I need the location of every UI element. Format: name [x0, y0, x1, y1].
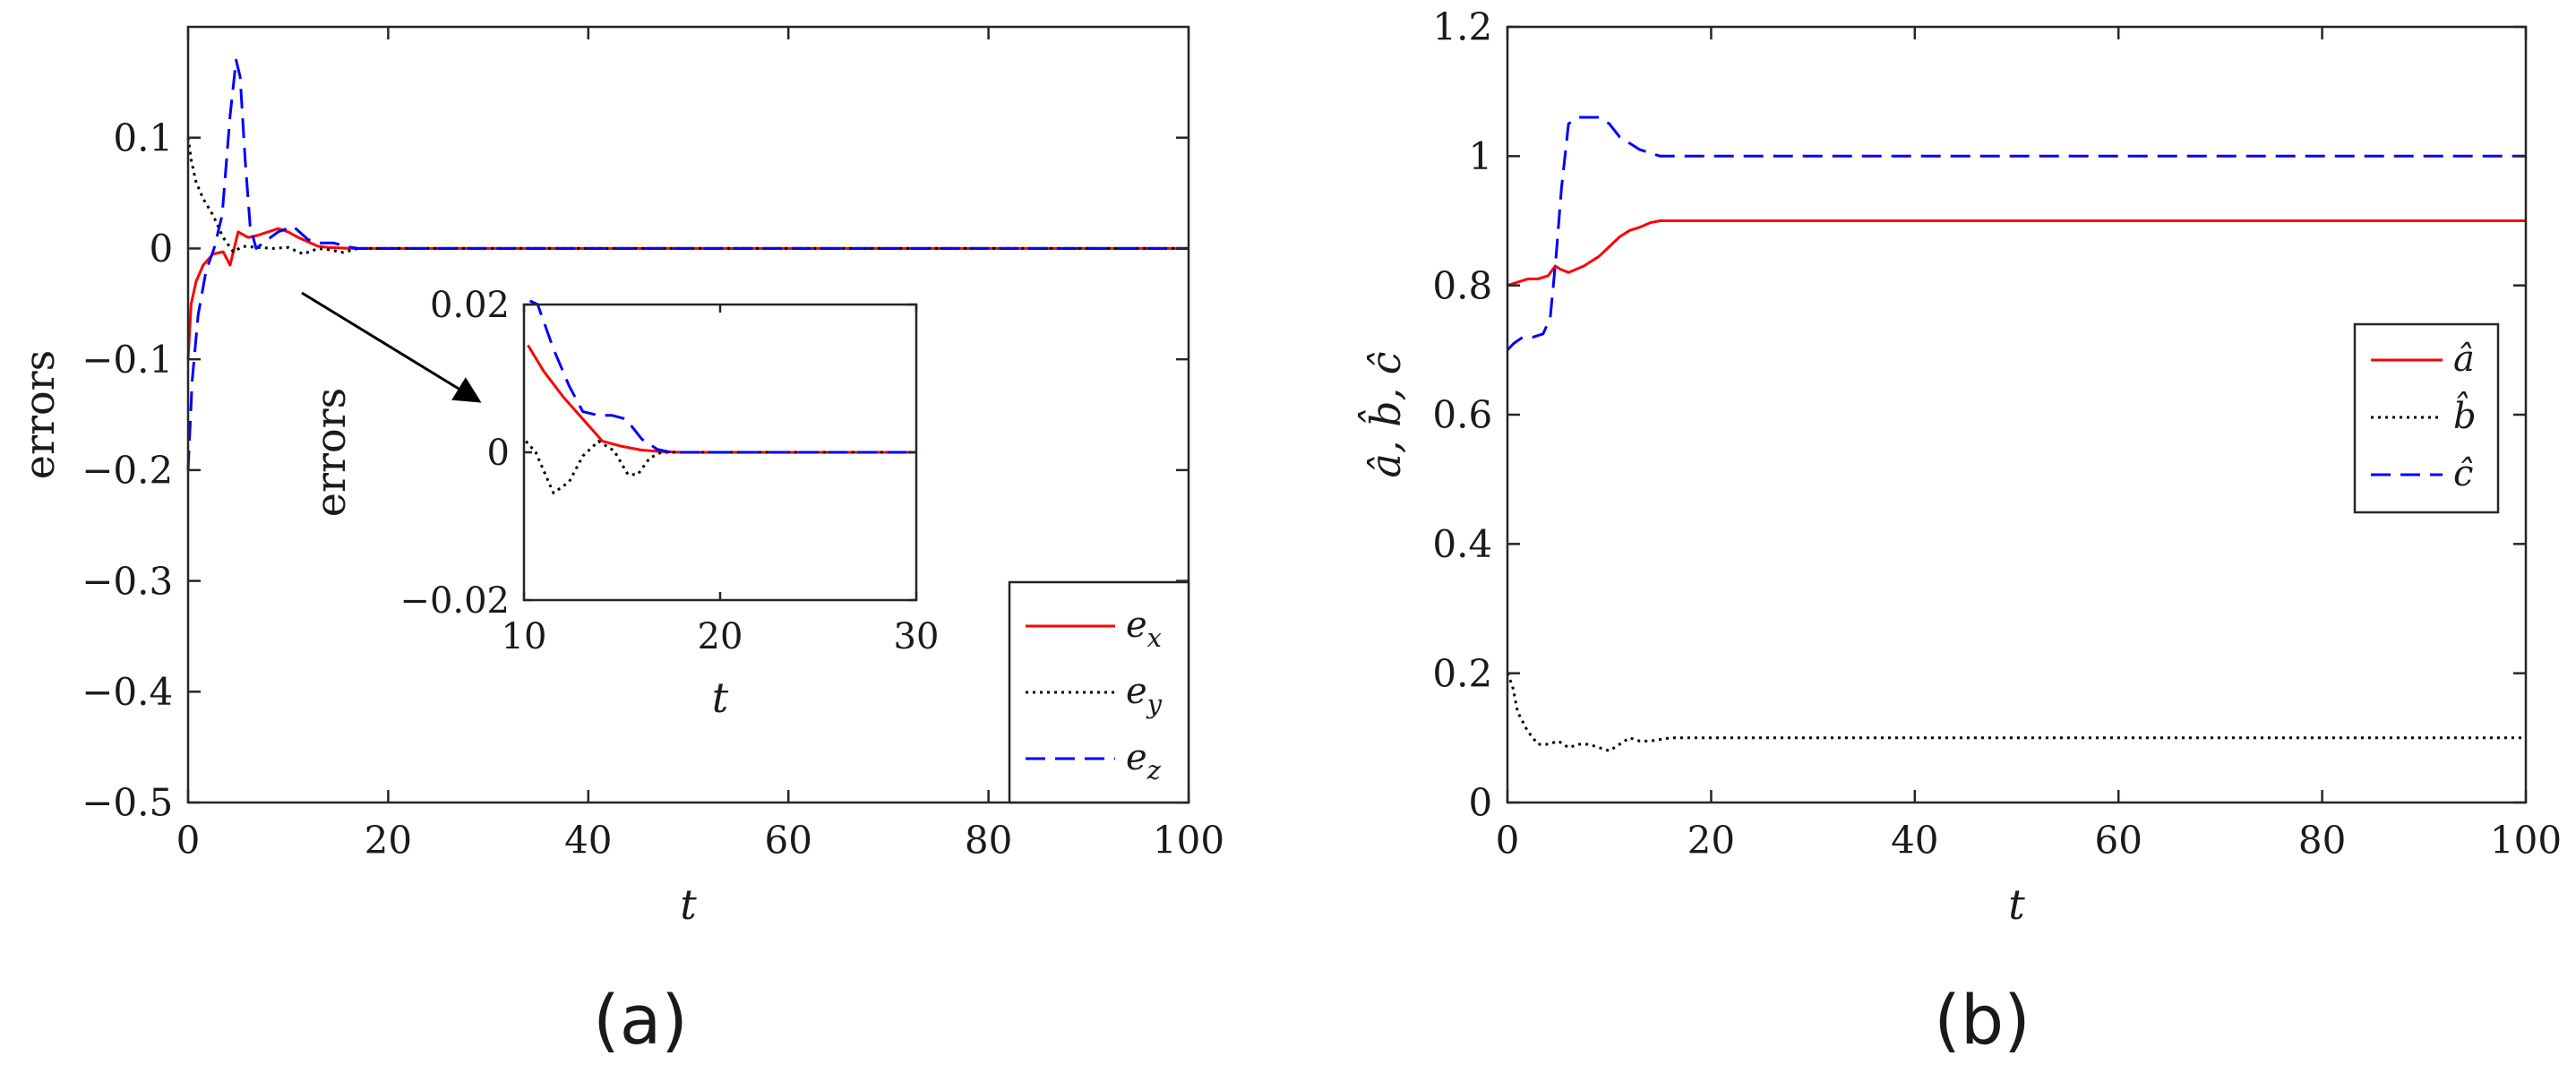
- x-axis-label: t: [680, 880, 697, 929]
- y-axis-label: errors: [306, 388, 355, 518]
- legend-entry: ex: [1126, 605, 1162, 653]
- panel-a: 0 20 40 60 80 1000.10−0.1−0.2−0.3−0.4−0.5terr…: [15, 25, 1224, 929]
- y-tick-label: 1: [1468, 134, 1492, 178]
- x-tick-label: 0: [176, 819, 201, 863]
- panel-b: 0 20 40 60 80 100 0 0.2 0.4 0.6 0.8 1 1.2 t â, b̂, ĉ âb…: [1357, 5, 2562, 929]
- legend-entry: â: [2453, 339, 2475, 380]
- legend-entry: ey: [1126, 671, 1163, 719]
- x-tick-label: 80: [965, 819, 1012, 863]
- x-tick-label: 40: [564, 819, 612, 863]
- series-line-e_z-2: [186, 58, 1189, 470]
- y-axis-label: â, b̂, ĉ: [1357, 351, 1410, 477]
- x-tick-label: 20: [1687, 819, 1735, 863]
- y-tick-label: 0.4: [1432, 522, 1492, 566]
- x-tick-label: 100: [2490, 819, 2562, 863]
- series-line-e_y-1: [186, 137, 1189, 256]
- x-tick-label: 100: [1153, 819, 1224, 863]
- y-tick-label: 0.6: [1432, 393, 1492, 437]
- y-tick-label: −0.5: [82, 781, 173, 825]
- y-tick-label: 0.2: [1432, 651, 1492, 695]
- y-tick-label: −0.3: [82, 559, 173, 603]
- plot-frame: [186, 25, 1190, 804]
- legend-entry: ĉ: [2453, 453, 2473, 494]
- series-line--0: [1507, 219, 2526, 288]
- y-tick-label: 0.8: [1432, 263, 1492, 307]
- x-tick-label: 20: [365, 819, 412, 863]
- x-tick-label: 30: [894, 616, 940, 657]
- series-line-e_z-2: [528, 299, 916, 454]
- panel-a-inset: 10 20 30 0.02 0 −0.02 t errors: [306, 285, 939, 722]
- sub-label-b: (b): [1934, 980, 2031, 1060]
- x-tick-label: 0: [1496, 819, 1520, 863]
- y-tick-label: −0.2: [82, 449, 173, 493]
- series-line-e_x-0: [527, 344, 916, 454]
- series-line--2: [1506, 116, 2526, 351]
- y-tick-label: −0.1: [82, 338, 173, 382]
- y-tick-label: −0.4: [82, 670, 173, 714]
- y-tick-label: 0: [149, 227, 173, 270]
- legend-entry: ez: [1126, 737, 1162, 785]
- y-tick-label: 0.1: [113, 116, 173, 159]
- inset-pointer-arrow: [301, 291, 482, 403]
- y-tick-label: −0.02: [399, 580, 510, 622]
- y-axis-label: errors: [15, 350, 64, 480]
- x-tick-label: 10: [502, 616, 547, 657]
- x-axis-label: t: [712, 674, 729, 722]
- legend-entry: b̂: [2453, 392, 2477, 437]
- x-tick-label: 80: [2298, 819, 2346, 863]
- y-tick-label: 0: [487, 433, 510, 474]
- x-tick-label: 60: [764, 819, 811, 863]
- x-tick-label: 60: [2094, 819, 2142, 863]
- x-tick-label: 40: [1891, 819, 1938, 863]
- x-axis-label: t: [2008, 880, 2025, 929]
- series-line-e_y-1: [525, 440, 916, 494]
- legend-box: [2353, 322, 2500, 514]
- sub-label-a: (a): [593, 980, 688, 1060]
- y-tick-label: 1.2: [1432, 5, 1492, 49]
- series-line-b-1: [1506, 673, 2526, 752]
- x-tick-label: 20: [698, 616, 743, 657]
- y-tick-label: 0: [1468, 781, 1492, 825]
- y-tick-label: 0.02: [430, 285, 510, 326]
